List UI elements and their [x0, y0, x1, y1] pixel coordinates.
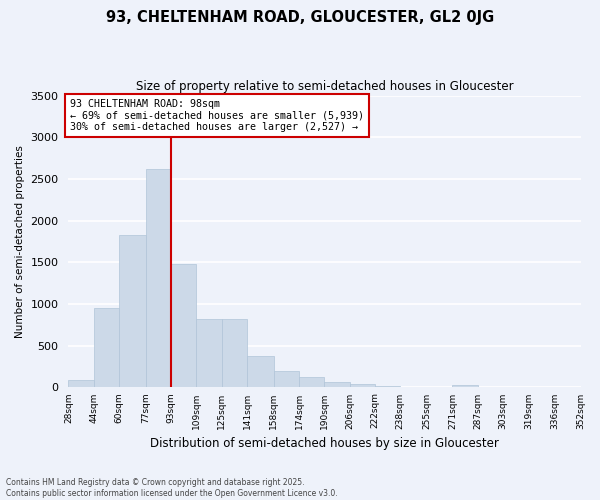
Text: Contains HM Land Registry data © Crown copyright and database right 2025.
Contai: Contains HM Land Registry data © Crown c… [6, 478, 338, 498]
Bar [247, 356, 274, 388]
Bar [222, 319, 247, 388]
X-axis label: Distribution of semi-detached houses by size in Gloucester: Distribution of semi-detached houses by … [150, 437, 499, 450]
Bar [274, 371, 299, 388]
Bar [325, 382, 350, 388]
Bar [299, 376, 325, 388]
Bar [350, 384, 375, 388]
Bar [400, 386, 427, 388]
Bar [68, 380, 94, 388]
Y-axis label: Number of semi-detached properties: Number of semi-detached properties [15, 145, 25, 338]
Bar [375, 386, 400, 388]
Bar [452, 386, 478, 388]
Bar [196, 319, 222, 388]
Bar [94, 308, 119, 388]
Title: Size of property relative to semi-detached houses in Gloucester: Size of property relative to semi-detach… [136, 80, 513, 93]
Bar [171, 264, 196, 388]
Text: 93, CHELTENHAM ROAD, GLOUCESTER, GL2 0JG: 93, CHELTENHAM ROAD, GLOUCESTER, GL2 0JG [106, 10, 494, 25]
Bar [146, 169, 171, 388]
Text: 93 CHELTENHAM ROAD: 98sqm
← 69% of semi-detached houses are smaller (5,939)
30% : 93 CHELTENHAM ROAD: 98sqm ← 69% of semi-… [70, 99, 364, 132]
Bar [119, 235, 146, 388]
